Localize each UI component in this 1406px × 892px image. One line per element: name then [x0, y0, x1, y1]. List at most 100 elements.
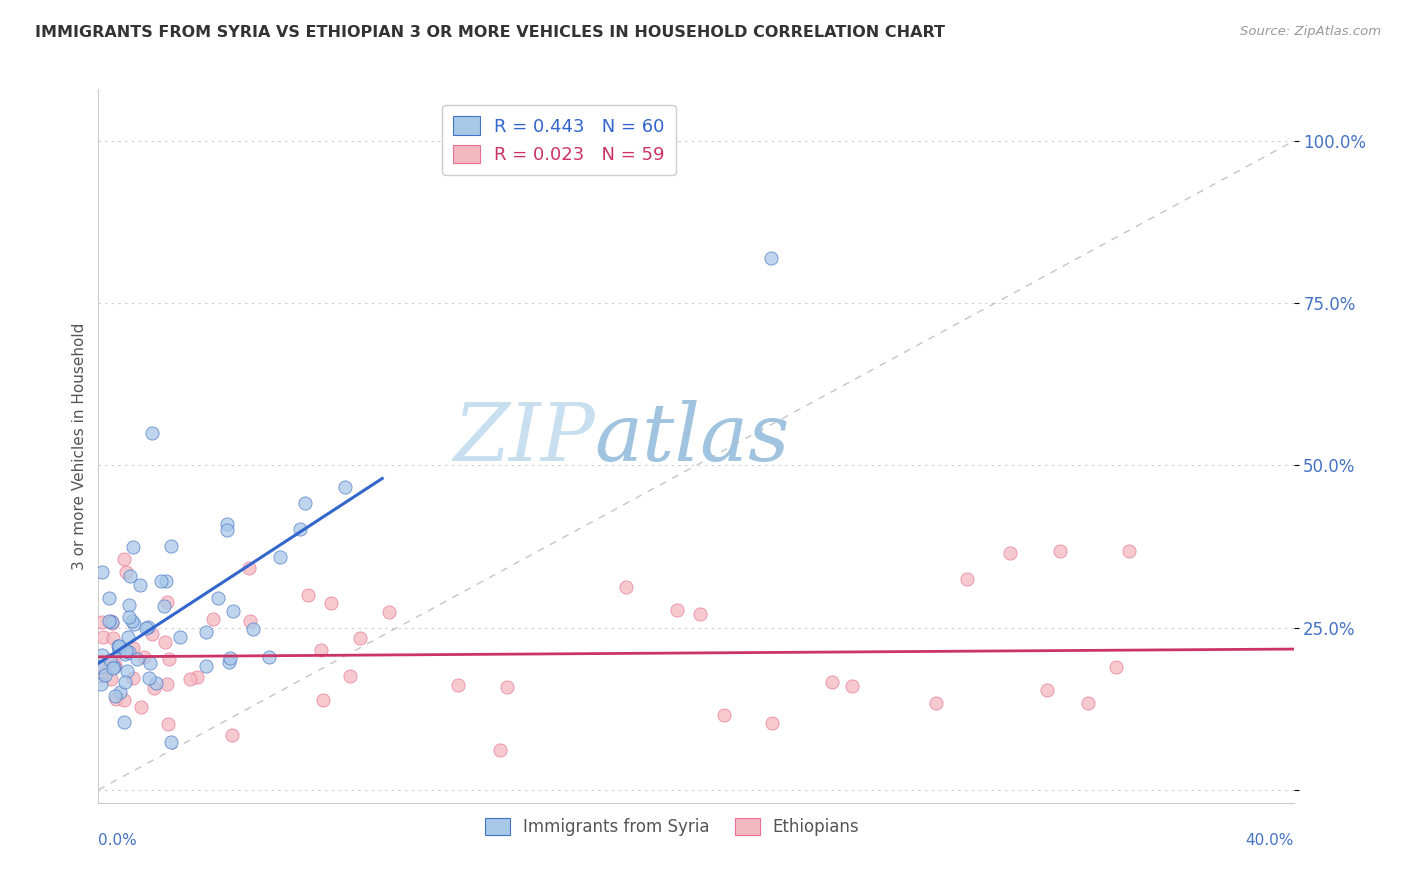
Point [90, 659, 112, 673]
Point [294, 496, 316, 510]
Point [145, 675, 167, 690]
Point [98, 660, 121, 674]
Point [100, 614, 122, 628]
Point [713, 708, 735, 723]
Point [105, 692, 128, 706]
Point [242, 622, 264, 636]
Point [117, 609, 139, 624]
Text: Source: ZipAtlas.com: Source: ZipAtlas.com [1240, 25, 1381, 38]
Point [132, 650, 155, 665]
Point [153, 599, 176, 613]
Point [114, 648, 136, 662]
Point [90, 677, 112, 691]
Point [141, 627, 163, 641]
Point [136, 620, 159, 634]
Point [121, 614, 143, 628]
Point [333, 480, 356, 494]
Point [121, 671, 143, 685]
Text: 0.0%: 0.0% [98, 833, 138, 848]
Point [215, 516, 238, 531]
Point [112, 714, 135, 729]
Point [139, 657, 162, 671]
Point [239, 615, 262, 629]
Text: ZIP: ZIP [453, 401, 595, 477]
Point [90, 669, 112, 683]
Point [143, 681, 166, 695]
Point [118, 598, 141, 612]
Point [91, 615, 114, 629]
Point [269, 549, 291, 564]
Point [222, 604, 245, 618]
Legend: Immigrants from Syria, Ethiopians: Immigrants from Syria, Ethiopians [477, 810, 868, 845]
Point [155, 574, 177, 588]
Point [101, 661, 124, 675]
Point [115, 644, 138, 658]
Point [91, 648, 114, 662]
Point [495, 680, 517, 694]
Point [156, 677, 179, 691]
Point [91, 631, 114, 645]
Point [103, 631, 125, 645]
Point [1077, 696, 1099, 710]
Point [998, 546, 1021, 560]
Point [761, 716, 783, 731]
Point [114, 674, 136, 689]
Point [101, 616, 124, 631]
Point [122, 541, 145, 555]
Point [101, 615, 124, 629]
Point [112, 693, 135, 707]
Point [202, 612, 225, 626]
Point [157, 716, 180, 731]
Point [112, 551, 135, 566]
Point [100, 672, 122, 686]
Text: atlas: atlas [595, 401, 790, 477]
Point [259, 649, 281, 664]
Point [160, 539, 183, 553]
Y-axis label: 3 or more Vehicles in Household: 3 or more Vehicles in Household [72, 322, 87, 570]
Point [339, 669, 361, 683]
Point [104, 690, 127, 704]
Point [108, 685, 131, 699]
Point [169, 630, 191, 644]
Point [114, 565, 136, 579]
Point [157, 652, 180, 666]
Point [186, 670, 208, 684]
Point [94, 668, 117, 682]
Point [1049, 544, 1071, 558]
Point [221, 728, 243, 742]
Point [218, 655, 240, 669]
Point [118, 569, 141, 583]
Point [841, 679, 863, 693]
Point [135, 622, 157, 636]
Point [108, 640, 131, 655]
Point [103, 658, 125, 673]
Point [115, 664, 138, 678]
Point [108, 644, 131, 658]
Point [1105, 659, 1128, 673]
Point [93, 659, 115, 673]
Point [129, 700, 152, 714]
Point [312, 693, 335, 707]
Point [138, 672, 160, 686]
Point [349, 631, 371, 645]
Point [217, 523, 239, 537]
Point [108, 639, 131, 653]
Point [156, 595, 179, 609]
Point [155, 634, 177, 648]
Point [820, 674, 842, 689]
Point [122, 641, 145, 656]
Point [179, 673, 201, 687]
Point [97, 591, 120, 606]
Point [160, 735, 183, 749]
Point [1035, 683, 1057, 698]
Point [194, 658, 217, 673]
Point [122, 617, 145, 632]
Point [319, 596, 342, 610]
Point [956, 572, 979, 586]
Point [149, 574, 172, 588]
Point [98, 614, 121, 628]
Point [925, 696, 948, 710]
Text: 40.0%: 40.0% [1246, 833, 1294, 848]
Point [104, 657, 127, 672]
Point [614, 580, 637, 594]
